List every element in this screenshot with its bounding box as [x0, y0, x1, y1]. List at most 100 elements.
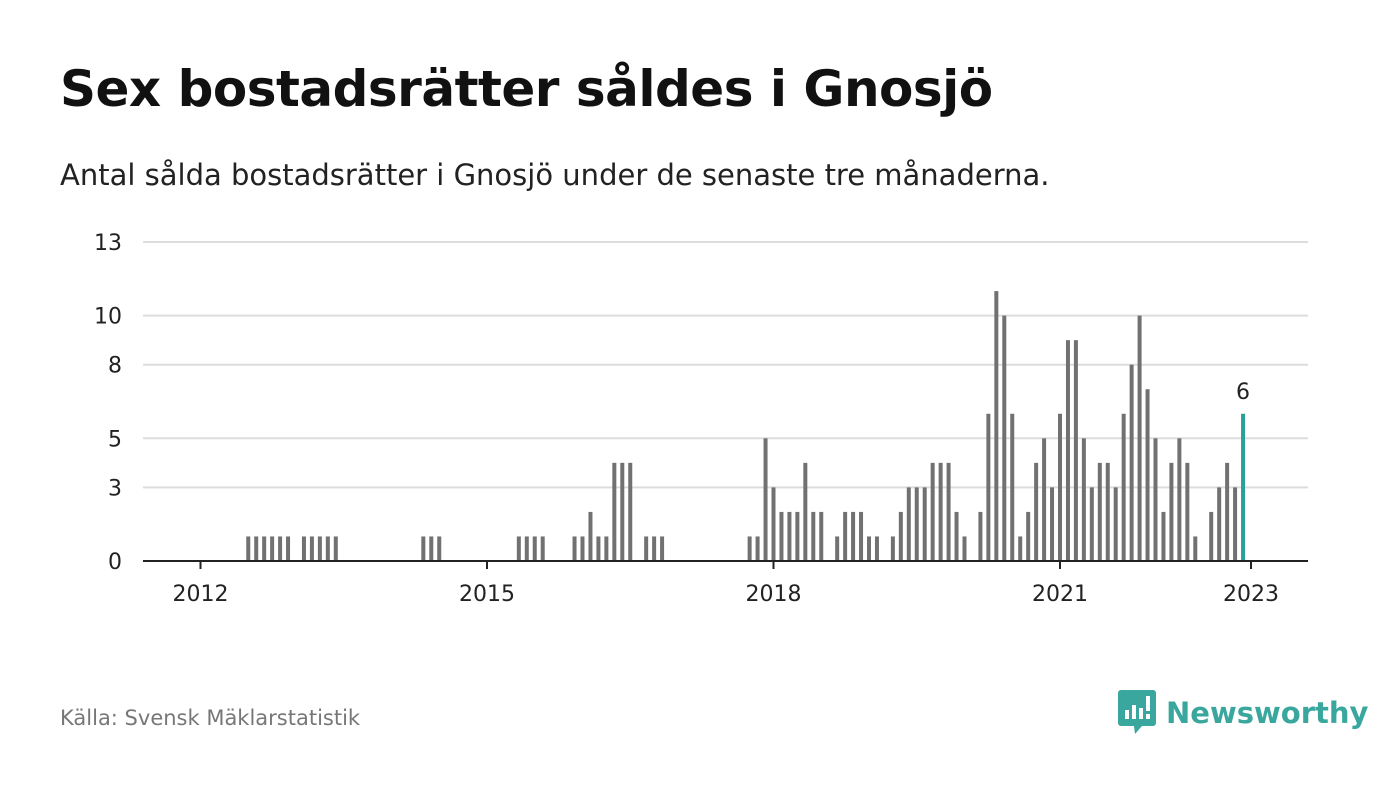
bar [938, 462, 943, 561]
bar [1137, 315, 1142, 561]
chart-title: Sex bostadsrätter såldes i Gnosjö [60, 60, 993, 118]
bar [1097, 462, 1102, 561]
bar [278, 536, 283, 561]
bar [755, 536, 760, 561]
bar [1225, 462, 1230, 561]
bar [1089, 487, 1094, 561]
bars [246, 291, 1246, 561]
bar [1073, 340, 1078, 561]
bar [787, 511, 792, 561]
bar [954, 511, 959, 561]
x-tick-label: 2018 [746, 582, 802, 607]
bar [652, 536, 657, 561]
bar [771, 487, 776, 561]
data-labels: 6 [1236, 380, 1250, 405]
bar [1058, 413, 1062, 561]
x-tick-label: 2021 [1032, 582, 1088, 607]
bar [851, 511, 856, 561]
bar [1121, 413, 1126, 561]
bar [914, 487, 919, 561]
bar [922, 487, 927, 561]
bar [580, 536, 585, 561]
last-value-label: 6 [1236, 380, 1250, 405]
bar [1161, 511, 1166, 561]
bar [962, 536, 967, 561]
x-tick-label: 2023 [1223, 582, 1279, 607]
bar [1233, 487, 1238, 561]
bar [1113, 487, 1118, 561]
newsworthy-logo-text: Newsworthy [1166, 696, 1369, 730]
bar [588, 511, 593, 561]
bar [1081, 438, 1086, 561]
bar [803, 462, 808, 561]
y-tick-label: 8 [108, 354, 122, 379]
grid-lines: 0 3 5 8 10 13 [94, 231, 1308, 575]
bar [270, 536, 275, 561]
y-tick-label: 10 [94, 305, 122, 330]
bar [1018, 536, 1023, 561]
bar [811, 511, 816, 561]
bar [325, 536, 330, 561]
y-tick-label: 13 [94, 231, 122, 256]
bar [874, 536, 879, 561]
bar [532, 536, 537, 561]
bar [1129, 364, 1134, 561]
bar [1034, 462, 1039, 561]
bar [1169, 462, 1174, 561]
bar [1145, 389, 1150, 561]
bar [1185, 462, 1190, 561]
bar [898, 511, 903, 561]
bar [1050, 487, 1055, 561]
bar [1209, 511, 1214, 561]
y-tick-label: 3 [108, 476, 122, 501]
bar [620, 462, 625, 561]
bar [1217, 487, 1222, 561]
bar [572, 536, 577, 561]
source-note: Källa: Svensk Mäklarstatistik [60, 706, 361, 730]
newsworthy-logo-icon [1118, 690, 1156, 734]
bar [262, 536, 267, 561]
bar [867, 536, 871, 561]
bar [763, 438, 768, 561]
bar [516, 536, 521, 561]
bar [1105, 462, 1110, 561]
highlight-bar [1241, 413, 1246, 561]
newsworthy-logo: Newsworthy [1118, 690, 1368, 736]
bar [930, 462, 935, 561]
bar [859, 511, 864, 561]
bar [628, 462, 633, 561]
bar [309, 536, 314, 561]
y-tick-label: 0 [108, 550, 122, 575]
bar [890, 536, 895, 561]
bar [254, 536, 259, 561]
bar [1002, 315, 1007, 561]
bar [301, 536, 306, 561]
bar [660, 536, 665, 561]
bar [286, 536, 291, 561]
bar [978, 511, 983, 561]
bar [612, 462, 617, 561]
bar [986, 413, 991, 561]
bar [1153, 438, 1158, 561]
bar [747, 536, 752, 561]
bar [437, 536, 442, 561]
chart-subtitle: Antal sålda bostadsrätter i Gnosjö under… [60, 158, 1050, 192]
bar [1065, 340, 1070, 561]
bar [540, 536, 545, 561]
bar [317, 536, 322, 561]
bar [1026, 511, 1031, 561]
bar [1010, 413, 1015, 561]
bar [1193, 536, 1198, 561]
bar [524, 536, 529, 561]
bar [429, 536, 434, 561]
bar [835, 536, 840, 561]
y-tick-label: 5 [108, 427, 122, 452]
x-tick-label: 2015 [459, 582, 515, 607]
bar [843, 511, 848, 561]
bar [906, 487, 911, 561]
bar [779, 511, 784, 561]
bar [946, 462, 951, 561]
bar [596, 536, 601, 561]
bar [994, 291, 999, 561]
